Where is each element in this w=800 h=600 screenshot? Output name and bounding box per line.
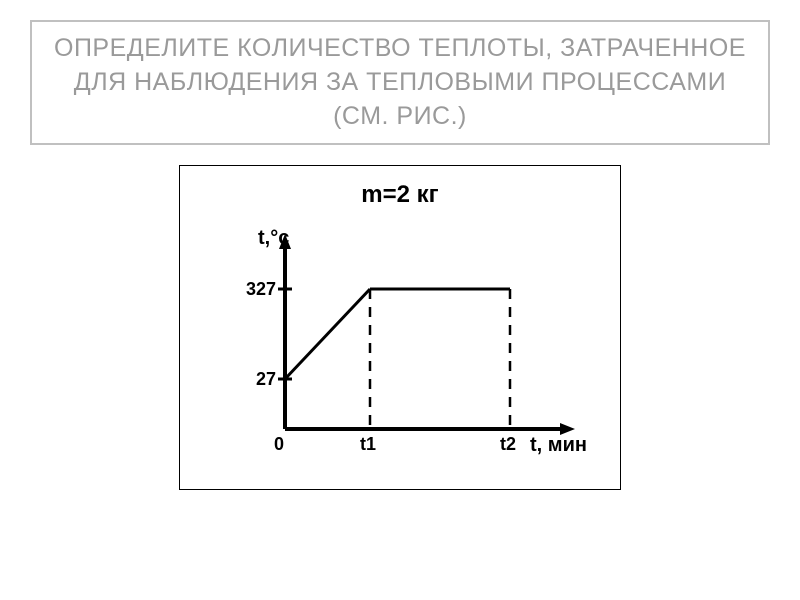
chart-svg [210,229,590,469]
x-tick-0: 0 [274,434,284,455]
title-text: ОПРЕДЕЛИТЕ КОЛИЧЕСТВО ТЕПЛОТЫ, ЗАТРАЧЕНН… [52,32,748,133]
title-box: ОПРЕДЕЛИТЕ КОЛИЧЕСТВО ТЕПЛОТЫ, ЗАТРАЧЕНН… [30,20,770,145]
x-tick-t2: t2 [500,434,516,455]
y-tick-27: 27 [248,369,276,390]
figure-container: m=2 кг t,°c 327 27 0 t1 t2 t, мин [30,165,770,490]
x-axis-label: t, мин [530,434,587,457]
heating-line [285,289,370,379]
y-tick-327: 327 [238,279,276,300]
chart-area: t,°c 327 27 0 t1 t2 t, мин [210,229,590,469]
x-tick-t1: t1 [360,434,376,455]
slide-container: ОПРЕДЕЛИТЕ КОЛИЧЕСТВО ТЕПЛОТЫ, ЗАТРАЧЕНН… [0,0,800,600]
figure-box: m=2 кг t,°c 327 27 0 t1 t2 t, мин [179,165,621,490]
y-axis-label: t,°c [258,227,289,250]
mass-label: m=2 кг [210,181,590,209]
